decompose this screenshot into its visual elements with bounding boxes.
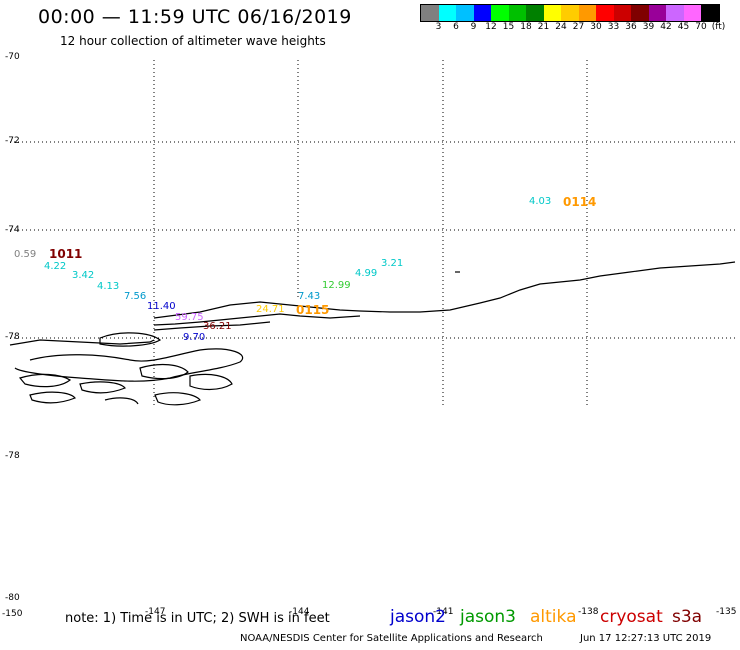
scale-swatch bbox=[666, 5, 684, 21]
lat-label: -70 bbox=[5, 52, 20, 62]
satellite-legend-item: jason3 bbox=[460, 607, 516, 627]
scale-label: 45 bbox=[677, 22, 690, 32]
lat-label: -72 bbox=[5, 136, 20, 146]
scale-label: 21 bbox=[537, 22, 550, 32]
scale-label: 42 bbox=[660, 22, 672, 32]
color-scale bbox=[420, 4, 720, 22]
scale-swatch bbox=[421, 5, 439, 21]
scale-label: 33 bbox=[607, 22, 620, 32]
scale-swatch bbox=[613, 5, 631, 21]
scale-label: 9 bbox=[470, 22, 477, 32]
obs-label: 11.40 bbox=[147, 301, 176, 312]
obs-label: 12.99 bbox=[322, 280, 351, 291]
lon-label: -144 bbox=[289, 607, 310, 617]
scale-label: 6 bbox=[453, 22, 459, 32]
scale-swatch bbox=[631, 5, 649, 21]
scale-label: 18 bbox=[520, 22, 532, 32]
obs-label: 7.43 bbox=[298, 291, 321, 302]
satellite-legend-item: altika bbox=[530, 607, 577, 627]
obs-label: 1011 bbox=[49, 247, 83, 261]
obs-label: 24.71 bbox=[256, 304, 285, 315]
footer-note: note: 1) Time is in UTC; 2) SWH is in fe… bbox=[65, 611, 330, 626]
scale-swatch bbox=[701, 5, 719, 21]
timestamp: Jun 17 12:27:13 UTC 2019 bbox=[580, 633, 712, 644]
map-subtitle: 12 hour collection of altimeter wave hei… bbox=[60, 34, 326, 48]
scale-label: 39 bbox=[642, 22, 655, 32]
scale-label: 15 bbox=[502, 22, 515, 32]
scale-swatch bbox=[648, 5, 666, 21]
obs-label: 59.75 bbox=[175, 312, 204, 323]
scale-swatch bbox=[526, 5, 544, 21]
obs-label: 4.22 bbox=[44, 261, 67, 272]
obs-label: 4.13 bbox=[97, 281, 120, 292]
obs-label: 9.70 bbox=[183, 332, 206, 343]
lat-label: -78 bbox=[5, 451, 20, 461]
scale-swatch bbox=[683, 5, 701, 21]
lon-label: -138 bbox=[578, 607, 599, 617]
lon-label: -135 bbox=[716, 607, 737, 617]
obs-label: 36.21 bbox=[203, 321, 232, 332]
obs-label: 4.99 bbox=[355, 268, 378, 279]
obs-label: 0.59 bbox=[14, 249, 37, 260]
scale-label: 24 bbox=[555, 22, 567, 32]
coastline bbox=[9, 261, 736, 406]
obs-label: 4.03 bbox=[529, 196, 552, 207]
scale-label: 36 bbox=[625, 22, 637, 32]
scale-label: 70 bbox=[695, 22, 707, 32]
scale-swatch bbox=[491, 5, 509, 21]
scale-label: 12 bbox=[485, 22, 497, 32]
obs-label: 0115 bbox=[296, 303, 330, 317]
scale-swatch bbox=[578, 5, 596, 21]
map-title: 00:00 — 11:59 UTC 06/16/2019 bbox=[38, 6, 352, 28]
lon-label: -141 bbox=[433, 607, 454, 617]
lon-label: -147 bbox=[145, 607, 166, 617]
scale-swatch bbox=[508, 5, 526, 21]
obs-label: 3.42 bbox=[72, 270, 95, 281]
scale-swatch bbox=[596, 5, 614, 21]
obs-label: 7.56 bbox=[124, 291, 147, 302]
scale-label: (ft) bbox=[711, 22, 726, 32]
lon-label: -150 bbox=[2, 609, 23, 619]
credit-line: NOAA/NESDIS Center for Satellite Applica… bbox=[240, 633, 543, 644]
lat-label: -74 bbox=[5, 225, 20, 235]
scale-label: 3 bbox=[435, 22, 442, 32]
lat-label: -78 bbox=[5, 332, 20, 342]
scale-label: 30 bbox=[590, 22, 602, 32]
grid-lines bbox=[10, 60, 735, 405]
satellite-legend-item: jason2 bbox=[390, 607, 446, 627]
scale-label: 27 bbox=[572, 22, 585, 32]
obs-label: 0114 bbox=[563, 195, 597, 209]
lat-label: -80 bbox=[5, 593, 20, 603]
satellite-legend-item: s3a bbox=[672, 607, 703, 627]
scale-swatch bbox=[438, 5, 456, 21]
scale-swatch bbox=[543, 5, 561, 21]
scale-swatch bbox=[456, 5, 474, 21]
color-scale-labels: 3 6 9 12 15 18 21 24 27 30 33 36 39 42 45 70 (ft) bbox=[420, 22, 740, 34]
scale-swatch bbox=[473, 5, 491, 21]
scale-swatch bbox=[561, 5, 579, 21]
obs-label: 3.21 bbox=[381, 258, 404, 269]
satellite-legend-item: cryosat bbox=[600, 607, 663, 627]
